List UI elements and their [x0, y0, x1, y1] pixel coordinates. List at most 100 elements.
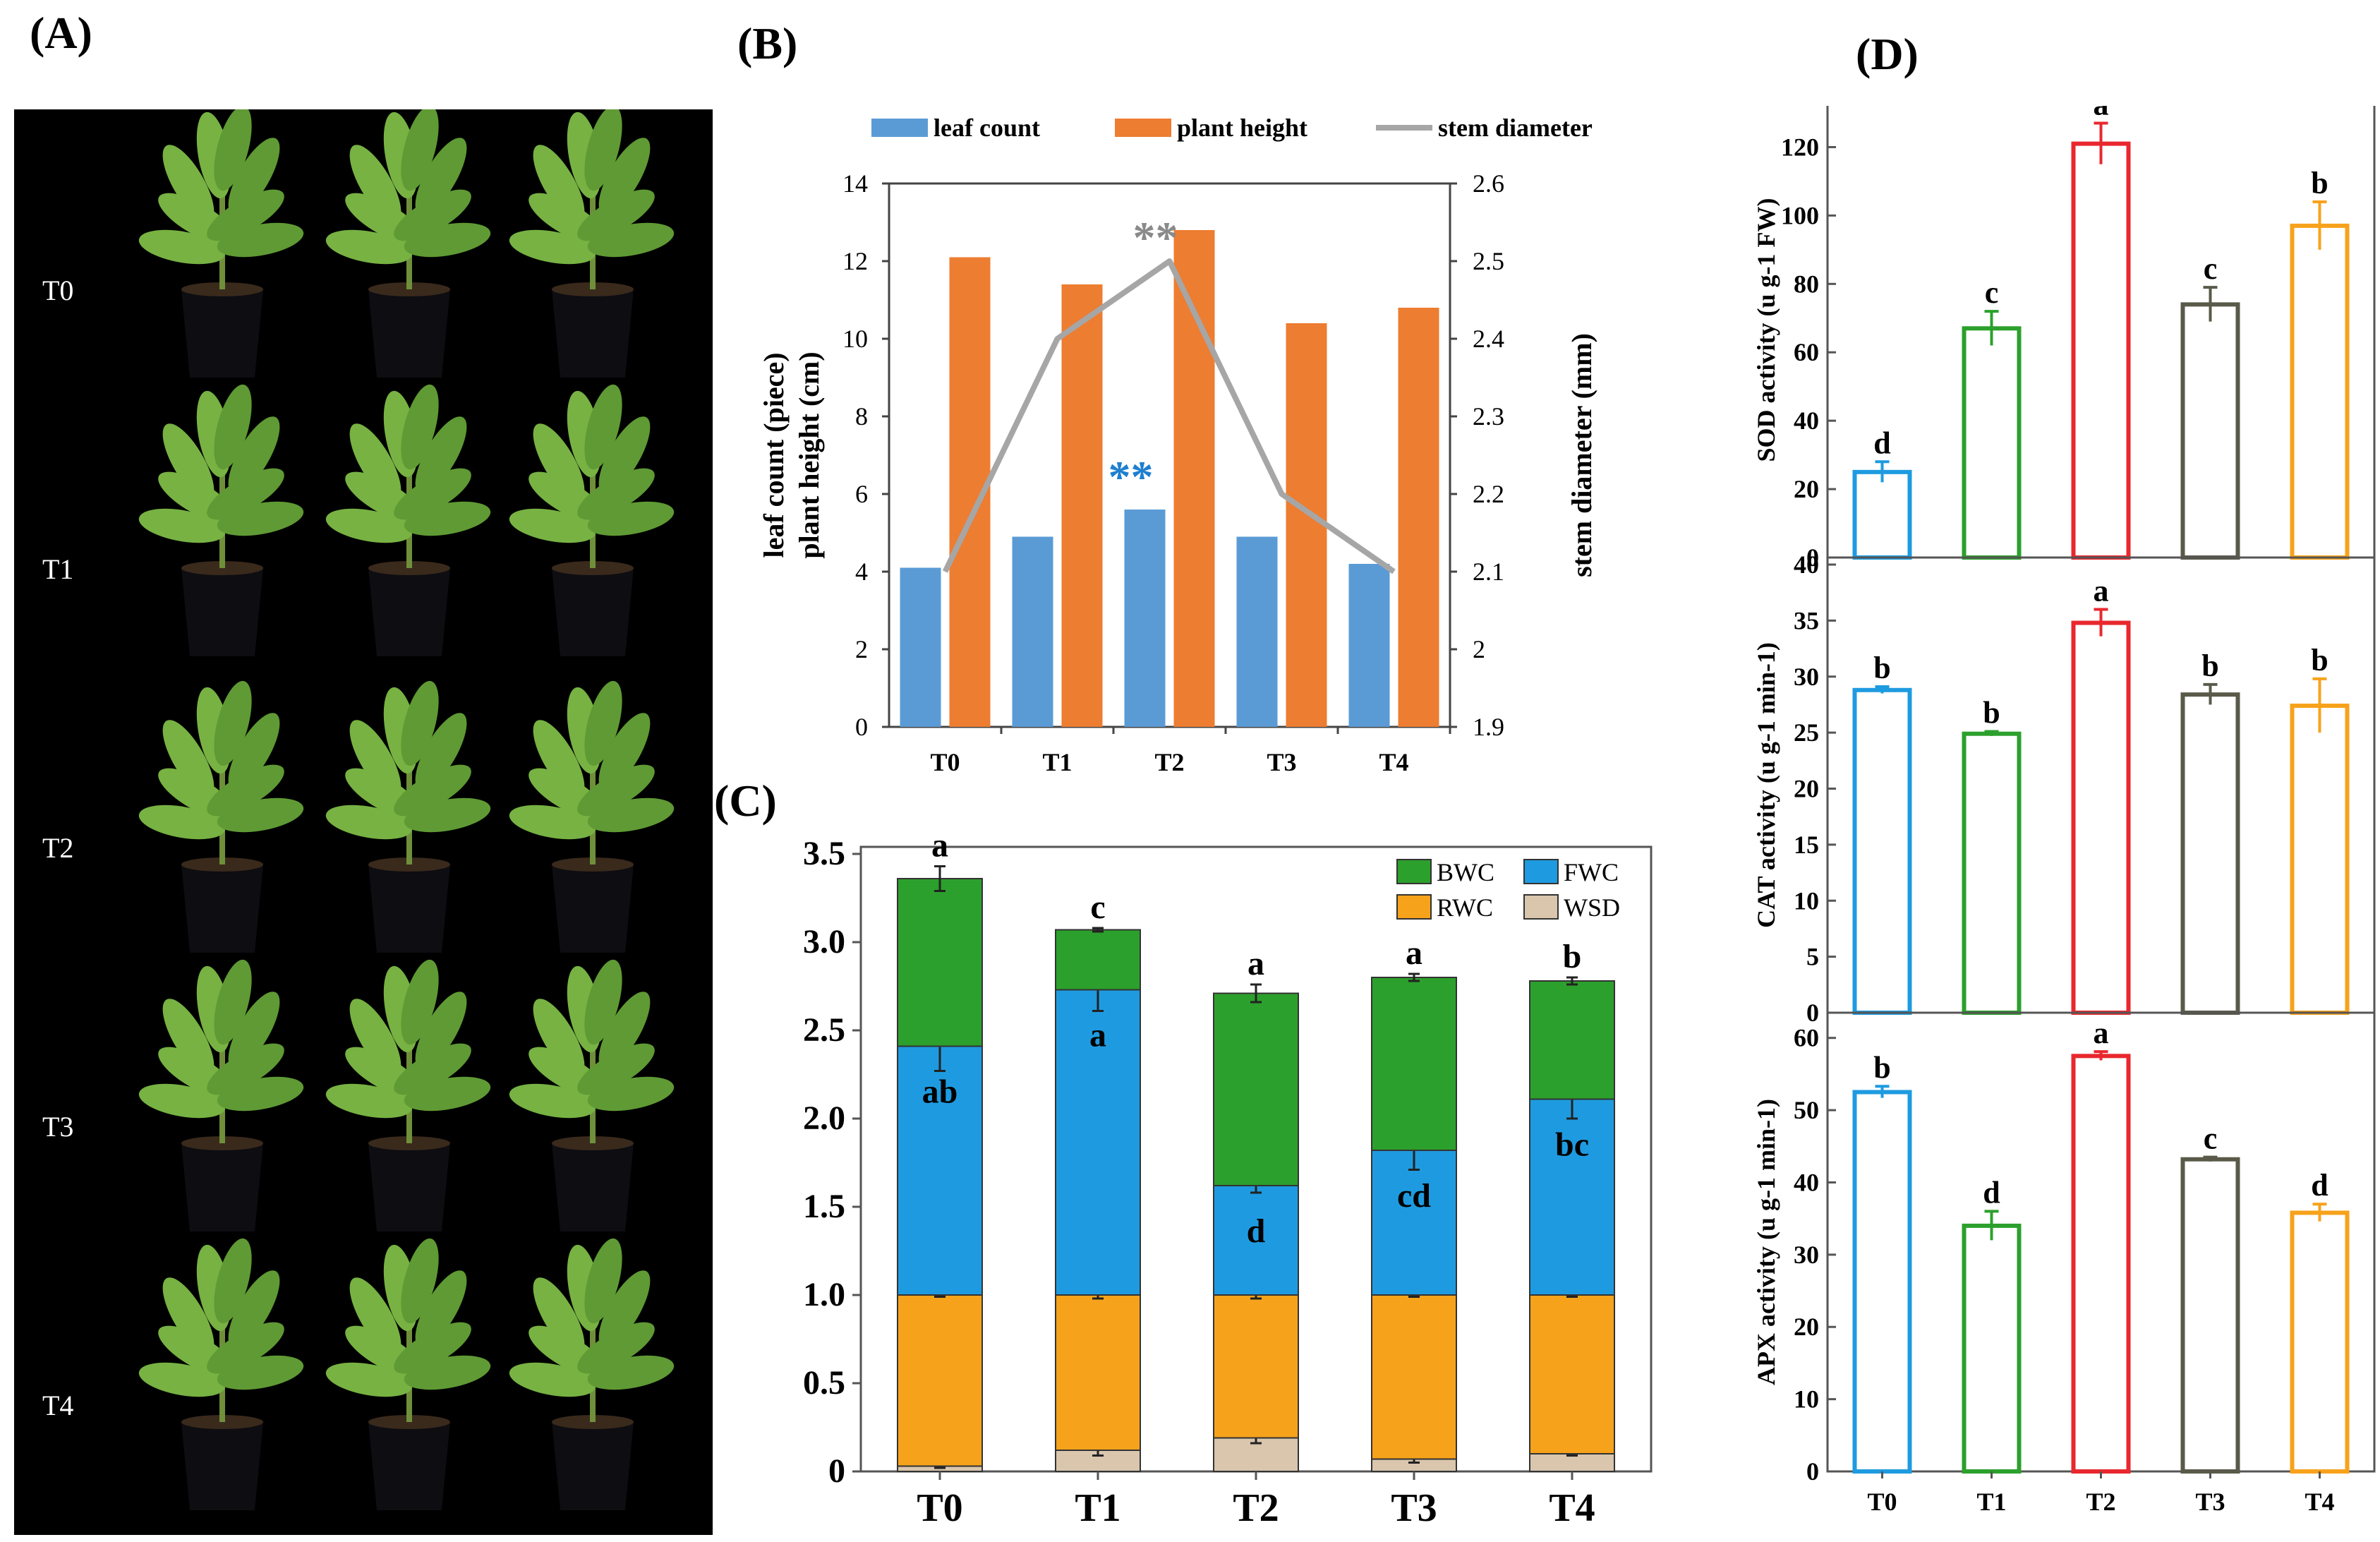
plant-t3-3: [509, 959, 675, 1231]
ytick-right-label: 2.5: [1473, 247, 1504, 275]
pot: [181, 1143, 263, 1231]
sig-letter-bwc-t3: a: [1406, 934, 1422, 972]
significance-mark-0: **: [1133, 212, 1178, 263]
leaf: [584, 959, 622, 1045]
bar-d-cat-t4: [2290, 704, 2350, 1016]
leaf: [584, 680, 622, 766]
xtick-label-t3: T3: [2195, 1488, 2225, 1516]
sig-letter-bwc-t4: b: [1563, 938, 1582, 975]
leaf: [138, 508, 226, 543]
legend-swatch-bwc: [1396, 859, 1432, 884]
line-stem-diameter: [942, 258, 1396, 574]
bar-fwc-t0: [897, 1045, 983, 1296]
leaf: [217, 1076, 304, 1112]
plant-t2-3: [509, 680, 675, 953]
sig-letter-d-cat-t0: b: [1873, 651, 1890, 685]
leaf: [207, 764, 284, 817]
leaf: [214, 680, 252, 766]
bar-plant-height-t2: [1173, 230, 1215, 727]
pot: [552, 1422, 634, 1510]
sig-letter-d-cat-t3: b: [2201, 649, 2218, 683]
ytick-label: 0: [828, 1452, 845, 1490]
leaf: [228, 138, 280, 215]
ytick-label: 2.0: [803, 1100, 845, 1137]
leaf: [349, 145, 401, 222]
bar-rwc-t0: [897, 1294, 983, 1467]
leaf: [587, 1355, 675, 1390]
sig-letter-d-sod-t3: c: [2204, 251, 2218, 286]
ytick-label: 10: [1794, 886, 1819, 915]
leaf: [404, 501, 491, 536]
bar-fwc-t3: [1371, 1150, 1457, 1296]
leaf: [162, 423, 215, 501]
xtick-label-t2: T2: [2086, 1488, 2115, 1516]
legend-label-wsd: WSD: [1564, 893, 1620, 922]
legend-swatch-wsd: [1523, 894, 1559, 920]
ytick-left-label: 10: [842, 325, 868, 353]
ytick-right-label: 2.1: [1473, 558, 1504, 586]
leaf: [214, 1238, 252, 1324]
leaf: [162, 720, 215, 797]
subchart-d-sod: 0 20 40 60 80 100 120 d c a c b SOD activity (u g-1 …: [1752, 106, 2376, 572]
leaf: [404, 1076, 491, 1112]
ytick-label: 80: [1794, 270, 1819, 298]
chart-d-enzyme-activity: 020406080100120dcacbSOD activity (u g-1 …: [1752, 106, 2376, 1516]
leaf: [401, 105, 439, 191]
bar-d-cat-t2: [2071, 620, 2131, 1015]
panel-label-a: (A): [30, 8, 92, 58]
ytick-label: 1.0: [803, 1276, 845, 1313]
leaf: [228, 992, 280, 1069]
bar-d-cat-t1: [1962, 731, 2022, 1016]
leaf: [598, 1270, 651, 1348]
leaf: [217, 797, 304, 833]
leaf: [214, 959, 252, 1045]
leaf: [415, 713, 467, 790]
sig-letter-d-cat-t4: b: [2311, 643, 2328, 677]
ylabel-d-cat: CAT activity (u g-1 min-1): [1752, 642, 1780, 928]
plant-t1-1: [138, 384, 304, 656]
photo-row-label-t1: T1: [42, 553, 73, 585]
leaf: [401, 384, 439, 470]
leaf: [533, 423, 585, 501]
pot: [552, 865, 634, 953]
ytick-label: 40: [1794, 406, 1819, 435]
bar-rwc-t3: [1371, 1294, 1457, 1460]
leaf: [533, 1277, 585, 1355]
plant-t3-1: [138, 959, 304, 1231]
ytick-label: 60: [1794, 338, 1819, 366]
ytick-left-label: 4: [855, 558, 868, 586]
leaf: [598, 138, 651, 215]
sig-letter-d-apx-t0: b: [1873, 1050, 1890, 1085]
bar-fwc-t4: [1529, 1098, 1615, 1296]
sig-letter-fwc-t4: bc: [1555, 1126, 1589, 1164]
ytick-label: 0: [1806, 999, 1819, 1027]
leaf: [349, 720, 401, 797]
leaf: [207, 1322, 284, 1374]
plant-t0-3: [509, 105, 675, 378]
ytick-label: 30: [1794, 663, 1819, 691]
subchart-d-apx: 0 10 20 30 40 50 60 b T0 d T1 a T2 c T3 d T4 APX activity…: [1752, 1011, 2376, 1516]
bar-leaf-count-t4: [1348, 564, 1390, 727]
plant-t1-2: [325, 384, 491, 656]
chart-b-frame: [888, 182, 1451, 728]
leaf: [214, 384, 252, 470]
pot: [181, 289, 263, 378]
pot: [181, 1422, 263, 1510]
bar-d-sod-t1: [1962, 326, 2022, 560]
bar-d-sod-t2: [2071, 141, 2131, 560]
sig-letter-d-sod-t0: d: [1873, 426, 1890, 460]
xtick-label-t0: T0: [917, 1486, 962, 1530]
leaf: [415, 416, 467, 494]
bar-leaf-count-t2: [1124, 510, 1166, 727]
bar-fwc-t2: [1213, 1185, 1299, 1296]
plant-photo-grid: T0 T1 T2 T3 T4: [14, 105, 713, 1535]
ytick-left-label: 2: [855, 635, 868, 663]
plant-t2-2: [325, 680, 491, 953]
ylabel-left-1: leaf count (piece): [758, 352, 790, 558]
leaf: [587, 1076, 675, 1112]
bar-bwc-t1: [1055, 929, 1141, 991]
ytick-left-label: 12: [842, 247, 868, 275]
ytick-label: 3.5: [803, 835, 845, 872]
xtick-label-t1: T1: [1042, 748, 1072, 776]
ytick-label: 25: [1794, 718, 1819, 747]
